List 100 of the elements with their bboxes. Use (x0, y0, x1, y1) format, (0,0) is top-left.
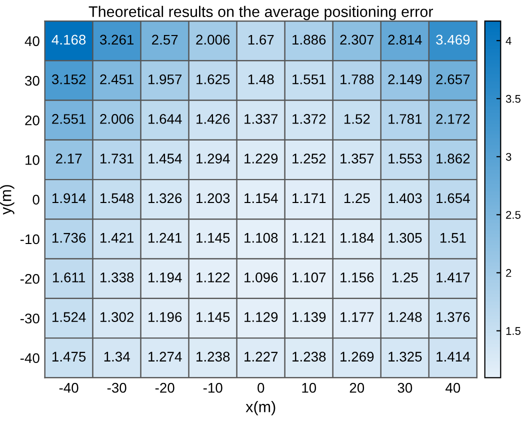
data-label: 1.171 (292, 193, 326, 203)
color-bar-label: 2 (506, 269, 512, 277)
data-label: 1.421 (100, 232, 134, 243)
data-label: 2.814 (388, 34, 422, 45)
y-axis-title: y(m) (0, 185, 14, 215)
data-label: 1.122 (196, 272, 230, 282)
color-bar-label: 3.5 (506, 94, 520, 103)
data-label: 1.25 (392, 272, 418, 282)
data-label: 2.307 (340, 34, 374, 45)
data-label: 1.403 (388, 193, 422, 204)
y-tick-label: -10 (20, 234, 40, 244)
data-label: 1.227 (244, 352, 278, 362)
data-label: 1.248 (388, 312, 422, 322)
data-label: 1.788 (340, 74, 374, 84)
data-label: 1.654 (436, 193, 470, 204)
data-label: 1.524 (52, 312, 86, 322)
data-label: 1.129 (244, 312, 278, 322)
data-label: 1.551 (292, 74, 326, 84)
y-tick-label: 20 (25, 115, 40, 126)
data-label: 1.51 (440, 233, 466, 243)
y-tick-label: -40 (20, 353, 40, 364)
data-label: 1.372 (292, 114, 326, 124)
data-label: 1.177 (340, 312, 374, 322)
color-bar-label: 3 (506, 152, 512, 161)
data-label: 1.274 (148, 352, 182, 362)
data-label: 1.914 (52, 193, 86, 204)
data-label: 1.241 (148, 232, 182, 243)
data-label: 1.229 (244, 154, 278, 164)
data-label: 1.414 (436, 352, 470, 362)
data-label: 2.172 (436, 114, 470, 124)
y-tick-label: 30 (25, 76, 40, 86)
data-label: 2.149 (388, 74, 422, 84)
x-tick-label: 40 (446, 382, 460, 393)
x-tick-label: 20 (350, 382, 364, 393)
x-tick-label: 10 (302, 382, 316, 393)
data-label: 1.145 (196, 312, 230, 322)
y-tick-label: 40 (24, 36, 40, 46)
data-label: 1.156 (340, 272, 374, 282)
data-label: 1.67 (248, 34, 274, 45)
data-label: 3.152 (52, 74, 86, 84)
data-label: 1.52 (344, 114, 370, 124)
data-label: 1.475 (52, 352, 86, 362)
data-label: 1.107 (292, 272, 326, 282)
data-label: 1.326 (148, 193, 182, 204)
data-label: 2.451 (100, 74, 134, 84)
data-label: 1.154 (244, 193, 278, 204)
data-label: 1.426 (196, 114, 230, 124)
data-label: 3.261 (100, 34, 134, 45)
data-label: 1.269 (340, 352, 374, 362)
data-label: 1.957 (148, 74, 182, 84)
x-axis-title: x(m) (246, 401, 276, 416)
data-label: 1.376 (436, 312, 470, 322)
data-label: 1.203 (196, 193, 230, 204)
data-label: 1.886 (292, 34, 326, 45)
data-label: 1.862 (436, 154, 470, 164)
data-label: 1.145 (196, 233, 230, 243)
data-label: 1.337 (244, 114, 278, 124)
data-label: 1.548 (100, 193, 134, 204)
data-label: 2.006 (100, 114, 134, 124)
data-label: 1.194 (148, 272, 182, 282)
data-label: 1.184 (340, 232, 374, 243)
x-tick-label: 0 (258, 382, 264, 393)
y-tick-label: -30 (20, 314, 40, 324)
data-label: 1.238 (292, 352, 326, 362)
y-tick-label: -20 (20, 274, 40, 284)
data-label: 2.17 (56, 154, 82, 164)
data-label: 1.644 (148, 114, 182, 124)
y-tick-label: 0 (32, 194, 40, 205)
data-label: 1.48 (248, 74, 274, 84)
data-label: 1.34 (104, 352, 130, 362)
data-label: 1.731 (100, 154, 134, 164)
data-label: 1.781 (388, 114, 422, 124)
color-bar-label: 2.5 (506, 210, 520, 219)
data-label: 1.121 (292, 232, 326, 243)
data-label: 1.357 (340, 154, 374, 164)
data-label: 1.139 (292, 312, 326, 322)
data-label: 1.553 (388, 154, 422, 164)
data-label: 4.168 (52, 34, 86, 45)
data-label: 2.57 (152, 34, 178, 45)
data-label: 1.454 (148, 154, 182, 164)
data-label: 1.611 (53, 272, 85, 282)
x-tick-label: -20 (155, 382, 174, 393)
data-label: 1.294 (196, 154, 230, 164)
x-tick-label: -30 (107, 382, 126, 393)
data-label: 1.736 (52, 232, 86, 243)
color-bar-label: 4 (506, 36, 512, 45)
data-label: 1.325 (388, 352, 422, 362)
data-label: 1.196 (148, 312, 182, 322)
data-label: 1.338 (100, 272, 134, 282)
x-tick-label: 30 (398, 382, 412, 393)
data-label: 3.469 (436, 34, 470, 45)
data-label: 1.108 (244, 232, 278, 243)
x-tick-label: -10 (203, 382, 222, 393)
data-label: 1.096 (244, 272, 278, 282)
chart-title: Theoretical results on the average positioning error (88, 6, 434, 20)
y-tick-label: 10 (26, 155, 40, 165)
data-label: 2.551 (52, 114, 86, 124)
data-label: 1.305 (388, 232, 422, 243)
data-label: 1.302 (100, 312, 134, 322)
data-label: 2.657 (436, 74, 470, 84)
